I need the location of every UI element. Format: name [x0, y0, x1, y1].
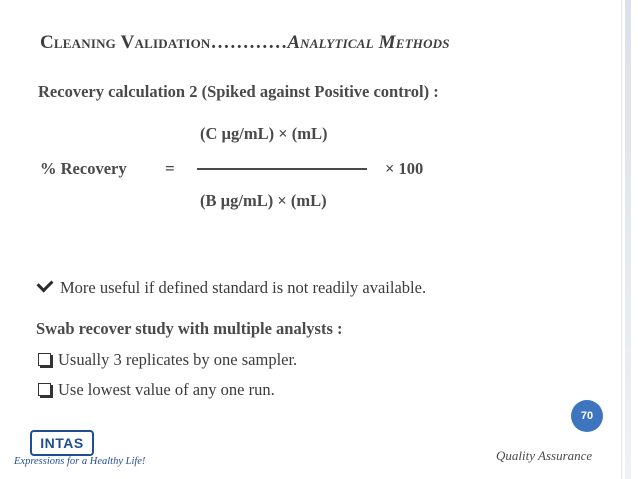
list-item-text: Usually 3 replicates by one sampler. [58, 350, 298, 369]
checkbox-bullet-icon [38, 353, 51, 366]
logo-tagline: Expressions for a Healthy Life! [14, 456, 146, 467]
formula-multiplier: × 100 [385, 159, 424, 178]
fraction-line [197, 168, 367, 170]
slide-title: Cleaning Validation…………Analytical Method… [40, 32, 450, 54]
slide-side-bar [621, 0, 638, 479]
list-item: Usually 3 replicates by one sampler. [38, 350, 297, 370]
checkbox-bullet-icon [38, 383, 51, 396]
list-item: Use lowest value of any one run. [38, 380, 275, 400]
page-number-badge: 70 [571, 400, 603, 432]
recovery-calculation-heading: Recovery calculation 2 (Spiked against P… [38, 82, 439, 101]
formula-denominator: (B µg/mL) × (mL) [200, 191, 327, 210]
footer-label: Quality Assurance [496, 448, 593, 463]
intas-logo: INTAS [30, 430, 94, 456]
title-dots: ………… [210, 32, 288, 53]
formula-equals: = [165, 159, 175, 178]
title-part-1: Cleaning Validation [40, 32, 211, 53]
swab-study-heading: Swab recover study with multiple analyst… [36, 319, 343, 338]
title-part-2: Analytical Methods [287, 32, 450, 53]
formula-numerator: (C µg/mL) × (mL) [200, 124, 328, 143]
formula-label: % Recovery [40, 159, 127, 178]
list-item-text: Use lowest value of any one run. [58, 380, 275, 399]
checkmark-icon [36, 275, 54, 293]
recovery-formula: (C µg/mL) × (mL) (B µg/mL) × (mL) % Reco… [40, 124, 424, 210]
check-point: More useful if defined standard is not r… [36, 275, 427, 298]
check-point-text: More useful if defined standard is not r… [60, 278, 427, 297]
